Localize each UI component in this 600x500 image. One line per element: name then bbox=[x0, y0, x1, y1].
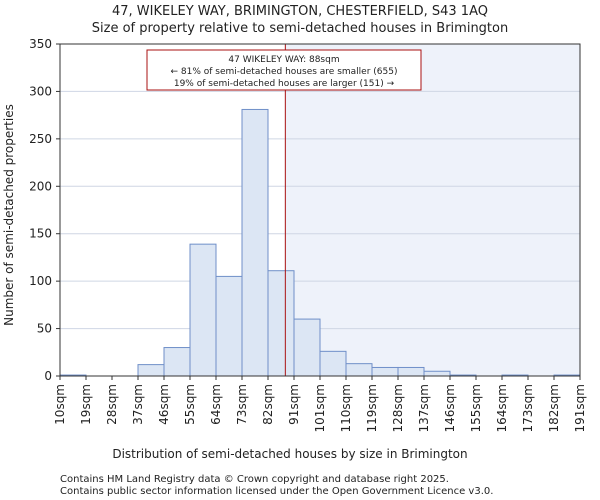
bar-46sqm bbox=[163, 347, 191, 377]
larger-houses-region bbox=[285, 44, 580, 376]
x-tick-label: 37sqm bbox=[131, 384, 145, 425]
x-tick-label: 164sqm bbox=[495, 384, 509, 432]
x-axis-label: Distribution of semi-detached houses by … bbox=[112, 447, 467, 461]
y-tick-label: 350 bbox=[29, 37, 52, 51]
y-axis-ticks: 0 50 100 150 200 250 300 350 bbox=[29, 37, 60, 383]
bar-64sqm bbox=[215, 275, 243, 377]
x-tick-label: 64sqm bbox=[209, 384, 223, 425]
bar-82sqm bbox=[267, 270, 295, 377]
annotation-title: 47 WIKELEY WAY: 88sqm bbox=[228, 55, 339, 65]
x-tick-label: 82sqm bbox=[261, 384, 275, 425]
footer-licence: Contains public sector information licen… bbox=[60, 486, 493, 497]
y-tick-label: 300 bbox=[29, 84, 52, 98]
x-tick-label: 28sqm bbox=[105, 384, 119, 425]
x-tick-label: 146sqm bbox=[443, 384, 457, 432]
x-tick-label: 101sqm bbox=[313, 384, 327, 432]
bar-110sqm bbox=[345, 363, 373, 377]
y-tick-label: 250 bbox=[29, 132, 52, 146]
bar-128sqm bbox=[397, 366, 425, 377]
y-axis-label: Number of semi-detached properties bbox=[2, 104, 16, 326]
x-tick-label: 191sqm bbox=[573, 384, 587, 432]
y-tick-label: 150 bbox=[29, 227, 52, 241]
y-tick-label: 50 bbox=[37, 322, 52, 336]
x-tick-label: 128sqm bbox=[391, 384, 405, 432]
annotation-box: 47 WIKELEY WAY: 88sqm ← 81% of semi-deta… bbox=[146, 49, 422, 91]
chart-title: 47, WIKELEY WAY, BRIMINGTON, CHESTERFIEL… bbox=[112, 4, 488, 19]
x-tick-label: 46sqm bbox=[157, 384, 171, 425]
bar-119sqm bbox=[371, 366, 399, 377]
bar-101sqm bbox=[319, 350, 347, 377]
bar-91sqm bbox=[293, 318, 321, 377]
annotation-larger: 19% of semi-detached houses are larger (… bbox=[174, 79, 395, 89]
chart-subtitle: Size of property relative to semi-detach… bbox=[92, 21, 508, 36]
x-tick-label: 173sqm bbox=[521, 384, 535, 432]
y-tick-label: 100 bbox=[29, 274, 52, 288]
x-tick-label: 137sqm bbox=[417, 384, 431, 432]
x-axis-ticks: 10sqm 19sqm 28sqm 37sqm 46sqm 55sqm 64sqm 73sqm… bbox=[53, 376, 587, 432]
bar-37sqm bbox=[137, 364, 165, 377]
x-tick-label: 55sqm bbox=[183, 384, 197, 425]
x-tick-label: 119sqm bbox=[365, 384, 379, 432]
x-tick-label: 10sqm bbox=[53, 384, 67, 425]
x-tick-label: 155sqm bbox=[469, 384, 483, 432]
x-tick-label: 73sqm bbox=[235, 384, 249, 425]
y-tick-label: 0 bbox=[44, 369, 52, 383]
x-tick-label: 19sqm bbox=[79, 384, 93, 425]
annotation-smaller: ← 81% of semi-detached houses are smalle… bbox=[171, 67, 398, 77]
y-gridlines bbox=[60, 90, 580, 330]
x-tick-label: 182sqm bbox=[547, 384, 561, 432]
x-tick-label: 110sqm bbox=[339, 384, 353, 432]
bars bbox=[59, 108, 581, 377]
footer-copyright: Contains HM Land Registry data © Crown c… bbox=[60, 474, 449, 485]
bar-55sqm bbox=[189, 243, 217, 377]
x-tick-label: 91sqm bbox=[287, 384, 301, 425]
y-tick-label: 200 bbox=[29, 179, 52, 193]
bar-73sqm bbox=[241, 108, 269, 377]
bar-137sqm bbox=[423, 370, 451, 377]
